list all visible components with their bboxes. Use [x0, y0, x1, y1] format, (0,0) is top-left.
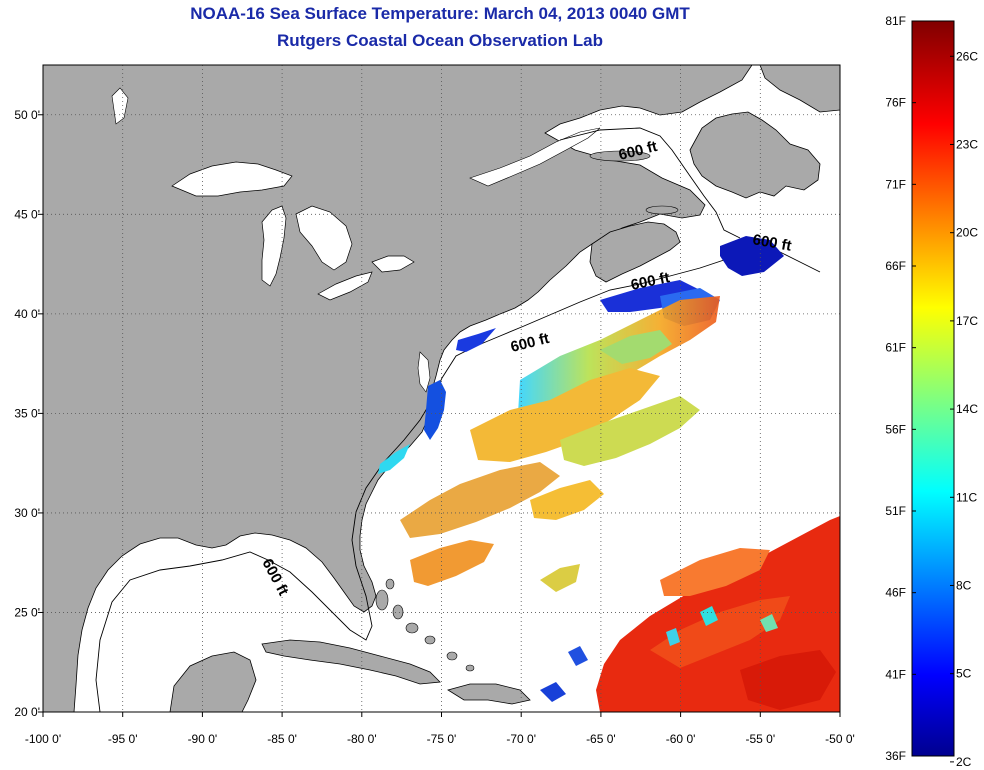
lon-tick-label: -55 0'	[745, 732, 775, 746]
lake-huron	[295, 205, 353, 271]
labrador-land	[759, 65, 840, 113]
map-title: NOAA-16 Sea Surface Temperature: March 0…	[190, 4, 690, 23]
bahamas-islands	[375, 578, 475, 672]
lon-tick-label: -100 0'	[25, 732, 61, 746]
sst-warm-sargasso	[540, 516, 840, 712]
map-subtitle: Rutgers Coastal Ocean Observation Lab	[277, 31, 603, 50]
colorbar-c-label: 20C	[956, 226, 978, 240]
st-lawrence-estuary	[469, 127, 601, 187]
lat-tick-label: 30 0'	[14, 506, 40, 520]
lake-michigan	[261, 205, 287, 287]
cuba-land	[261, 639, 441, 685]
hispaniola-land	[447, 683, 531, 705]
colorbar-c-label: 14C	[956, 402, 978, 416]
colorbar-f-label: 56F	[885, 422, 906, 436]
anticosti-island	[589, 150, 651, 162]
lon-tick-label: -60 0'	[666, 732, 696, 746]
colorbar-c-label: 11C	[956, 490, 977, 504]
colorbar-c-label: 26C	[956, 49, 978, 63]
lon-tick-label: -90 0'	[188, 732, 218, 746]
contour-label-600ft-2: 600 ft	[751, 231, 793, 255]
lon-tick-label: -80 0'	[347, 732, 377, 746]
lon-tick-label: -70 0'	[506, 732, 536, 746]
isobath-600ft-gulf	[559, 127, 741, 239]
lat-lon-grid	[43, 65, 840, 712]
lat-tick-label: 25 0'	[14, 605, 40, 619]
nova-scotia-land	[589, 221, 681, 283]
lat-tick-label: 40 0'	[14, 307, 40, 321]
sst-gulf-stream-patches	[400, 296, 720, 592]
lon-tick-label: -50 0'	[825, 732, 855, 746]
lat-tick-label: 45 0'	[14, 207, 40, 221]
colorbar-c-label: 2C	[956, 755, 972, 769]
lat-tick-label: 50 0'	[14, 108, 40, 122]
pei-island	[645, 205, 679, 215]
colorbar-c-label: 23C	[956, 137, 978, 151]
lake-superior	[171, 161, 293, 197]
lake-erie	[317, 271, 373, 301]
colorbar-f-label: 36F	[885, 749, 906, 763]
colorbar-ticks: 81F 76F 71F 66F 61F 56F 51F 46F 41F 36F 26C 23C 20C 1…	[885, 14, 978, 769]
newfoundland-land	[689, 111, 821, 199]
lat-tick-label: 35 0'	[14, 406, 40, 420]
lake-ontario	[371, 255, 415, 273]
lon-tick-label: -85 0'	[267, 732, 297, 746]
isobath-600ft	[95, 245, 821, 712]
lon-tick-label: -65 0'	[586, 732, 616, 746]
colorbar-f-label: 76F	[885, 96, 906, 110]
colorbar-c-label: 17C	[956, 314, 978, 328]
colorbar-f-label: 51F	[885, 504, 906, 518]
yucatan-land	[169, 651, 257, 712]
lat-tick-label: 20 0'	[14, 705, 40, 719]
axis-ticks: -100 0' -95 0' -90 0' -85 0' -80 0' -75 0' -70…	[14, 108, 854, 746]
chesapeake-bay	[417, 351, 431, 393]
lon-tick-label: -75 0'	[427, 732, 457, 746]
colorbar-f-label: 46F	[885, 586, 906, 600]
colorbar-f-label: 81F	[885, 14, 906, 28]
lon-tick-label: -95 0'	[108, 732, 138, 746]
colorbar-f-label: 71F	[885, 177, 906, 191]
colorbar-f-label: 41F	[885, 667, 906, 681]
colorbar-ramp	[911, 20, 955, 757]
colorbar-c-label: 5C	[956, 667, 972, 681]
colorbar-f-label: 61F	[885, 341, 906, 355]
colorbar-c-label: 8C	[956, 578, 972, 592]
colorbar-f-label: 66F	[885, 259, 906, 273]
